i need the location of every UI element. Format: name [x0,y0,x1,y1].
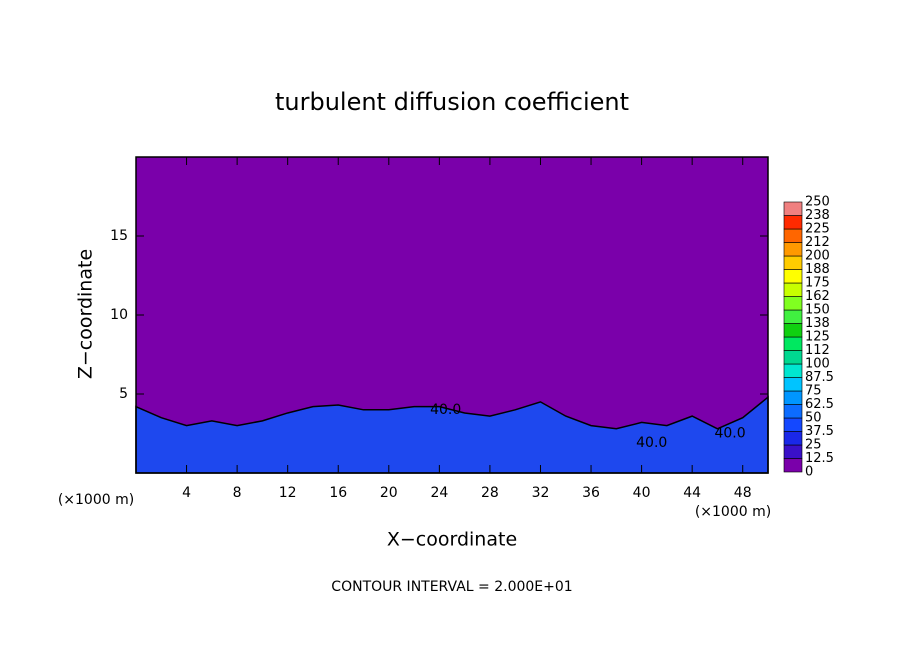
chart-title: turbulent diffusion coefficient [275,88,629,116]
colorbar-label: 250 [805,195,830,210]
colorbar-band [783,458,803,473]
x-unit-label: (×1000 m) [695,504,771,520]
colorbar-label: 100 [805,357,830,372]
contour-label: 40.0 [430,402,461,418]
y-unit-label: (×1000 m) [58,492,134,508]
colorbar-label: 75 [805,384,822,399]
colorbar-band [783,390,803,405]
colorbar-label: 125 [805,330,830,345]
colorbar-band [783,363,803,378]
contour-label: 40.0 [714,426,745,442]
colorbar-band [783,417,803,432]
colorbar-label: 25 [805,438,822,453]
x-axis-label: X−coordinate [387,529,517,551]
colorbar-label: 212 [805,235,830,250]
colorbar-band [783,309,803,324]
colorbar-band [783,296,803,311]
colorbar-band [783,377,803,392]
footnote: CONTOUR INTERVAL = 2.000E+01 [331,579,572,595]
y-tick-label: 10 [110,307,128,323]
colorbar-band [783,215,803,230]
colorbar-band [783,269,803,284]
colorbar-label: 225 [805,222,830,237]
colorbar-label: 138 [805,316,830,331]
x-tick-label: 40 [633,485,651,501]
colorbar-band [783,444,803,459]
x-tick-label: 44 [683,485,701,501]
y-tick-label: 15 [110,228,128,244]
x-tick-label: 12 [279,485,297,501]
colorbar-label: 87.5 [805,370,834,385]
x-tick-label: 20 [380,485,398,501]
colorbar-band [783,255,803,270]
y-tick-label: 5 [119,386,128,402]
colorbar-label: 62.5 [805,397,834,412]
x-tick-label: 48 [734,485,752,501]
turbulent-layer [135,395,769,474]
x-tick-label: 4 [182,485,191,501]
colorbar-label: 175 [805,276,830,291]
colorbar-label: 0 [805,465,813,480]
colorbar-label: 238 [805,208,830,223]
colorbar-label: 50 [805,411,822,426]
colorbar-label: 37.5 [805,424,834,439]
colorbar-band [783,404,803,419]
contour-label: 40.0 [636,435,667,451]
x-tick-label: 16 [329,485,347,501]
colorbar-label: 200 [805,249,830,264]
colorbar-label: 112 [805,343,830,358]
colorbar-band [783,323,803,338]
colorbar-label: 150 [805,303,830,318]
x-tick-label: 28 [481,485,499,501]
colorbar-band [783,242,803,257]
colorbar-label: 12.5 [805,451,834,466]
colorbar-band [783,350,803,365]
colorbar-label: 188 [805,262,830,277]
colorbar-band [783,228,803,243]
colorbar-band [783,431,803,446]
x-tick-label: 24 [430,485,448,501]
colorbar-band [783,201,803,216]
colorbar-label: 162 [805,289,830,304]
y-axis-label: Z−coordinate [75,249,97,379]
x-tick-label: 32 [532,485,550,501]
colorbar-band [783,282,803,297]
x-tick-label: 8 [233,485,242,501]
x-tick-label: 36 [582,485,600,501]
colorbar-band [783,336,803,351]
